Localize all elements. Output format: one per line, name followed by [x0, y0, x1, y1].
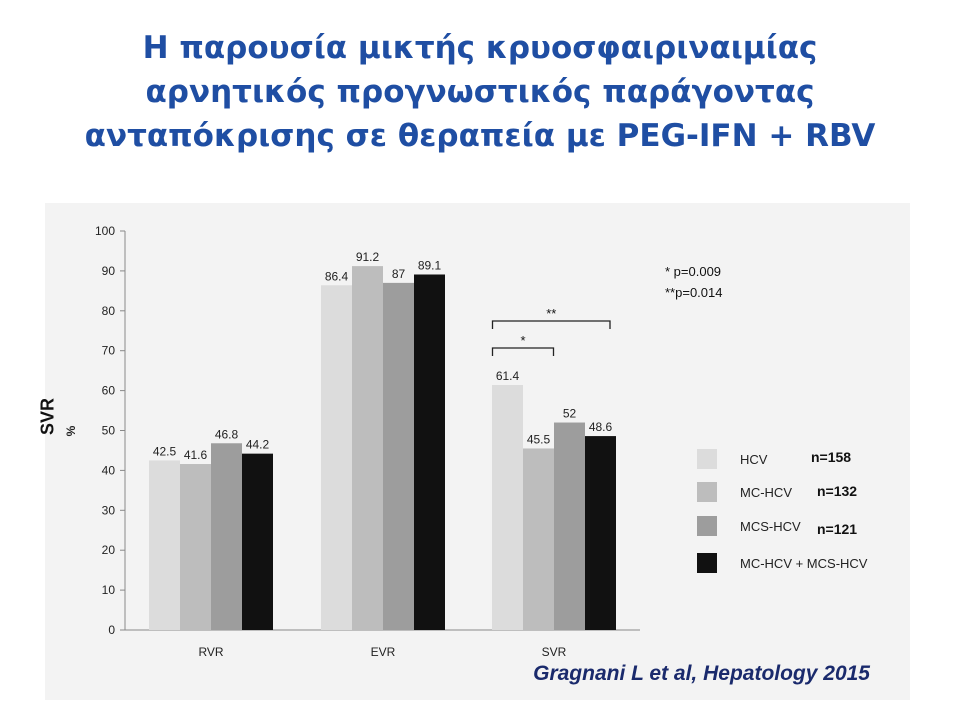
y-tick-label: 20 [102, 543, 116, 557]
data-label: 41.6 [184, 448, 208, 462]
y-tick-label: 10 [102, 583, 116, 597]
legend-label: HCV [740, 452, 768, 467]
data-label: 46.8 [215, 427, 239, 441]
data-label: 61.4 [496, 369, 520, 383]
x-category-label: EVR [371, 645, 396, 659]
citation: Gragnani L et al, Hepatology 2015 [533, 662, 870, 685]
bar [414, 274, 445, 630]
legend-n-label: n=132 [817, 483, 857, 499]
legend-label: MC-HCV [740, 485, 792, 500]
legend-swatch [697, 553, 717, 573]
legend-swatch [697, 516, 717, 536]
y-axis-label: % [64, 425, 78, 436]
data-label: 48.6 [589, 420, 613, 434]
title-line-3: ανταπόκρισης σε θεραπεία με PEG-IFN + RB… [84, 118, 876, 154]
p-value-2: **p=0.014 [665, 285, 722, 300]
x-category-label: SVR [542, 645, 567, 659]
data-label: 86.4 [325, 269, 349, 283]
bar [585, 436, 616, 630]
title-line-1: Η παρουσία μικτής κρυοσφαιριναιμίας [142, 30, 818, 66]
bar [211, 443, 242, 630]
slide-title: Η παρουσία μικτής κρυοσφαιριναιμίας αρνη… [0, 26, 960, 158]
legend-label: MC-HCV + MCS-HCV [740, 556, 868, 571]
title-line-2: αρνητικός προγνωστικός παράγοντας [145, 74, 815, 110]
legend-n-label: n=158 [811, 449, 851, 465]
x-category-label: RVR [198, 645, 223, 659]
data-label: 91.2 [356, 250, 380, 264]
data-label: 45.5 [527, 432, 551, 446]
bracket-double [491, 320, 611, 329]
bar [352, 266, 383, 630]
bar-chart: 0 10 20 30 40 50 60 70 80 90 100% 42.5 41.6 46.8 44.2 R… [64, 224, 868, 659]
data-label: 87 [392, 267, 406, 281]
y-tick-label: 70 [102, 344, 116, 358]
data-label: 89.1 [418, 258, 442, 272]
bar [383, 282, 414, 630]
data-label: 52 [563, 407, 577, 421]
bracket-single-mark: * [520, 333, 525, 348]
bar [554, 422, 585, 630]
bar [180, 464, 211, 630]
y-tick-label: 50 [102, 424, 116, 438]
bracket-double-mark: ** [546, 306, 556, 321]
legend-swatch [697, 482, 717, 502]
bar [321, 285, 352, 630]
bar [149, 460, 180, 630]
y-tick-label: 30 [102, 503, 116, 517]
y-tick-label: 40 [102, 463, 116, 477]
p-value-1: * p=0.009 [665, 264, 721, 279]
y-tick-label: 0 [108, 623, 115, 637]
data-label: 44.2 [246, 438, 270, 452]
bar [242, 453, 273, 630]
bar [492, 385, 523, 630]
legend-n-label: n=121 [817, 521, 857, 537]
bar [523, 448, 554, 630]
y-tick-label: 80 [102, 304, 116, 318]
y-tick-label: 60 [102, 384, 116, 398]
legend-swatch [697, 449, 717, 469]
data-label: 42.5 [153, 444, 177, 458]
legend-label: MCS-HCV [740, 519, 801, 534]
y-tick-label: 90 [102, 264, 116, 278]
bracket-single [491, 347, 555, 356]
y-tick-label: 100 [95, 224, 115, 238]
